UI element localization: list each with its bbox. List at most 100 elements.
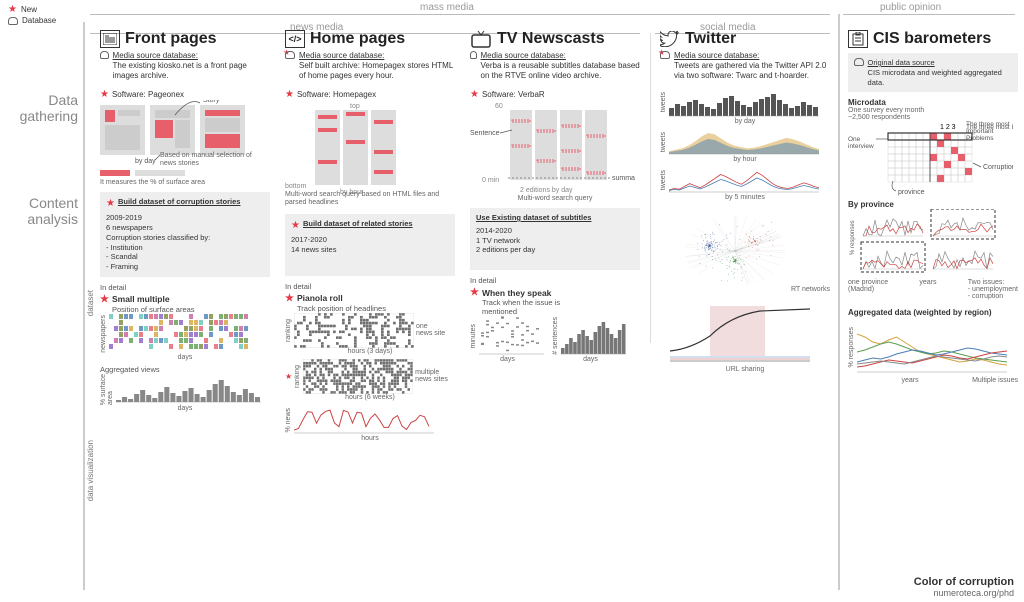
label-mass-media: mass media bbox=[420, 2, 474, 13]
tv-note6: Multi-word search query bbox=[470, 195, 640, 202]
cis-micro-desc: One survey every month ~2,500 respondent… bbox=[848, 107, 1018, 121]
home-viz3y: % news bbox=[285, 408, 292, 433]
footer-url: numeroteca.org/phd bbox=[914, 588, 1014, 598]
tv-indetail: In detail bbox=[470, 276, 640, 285]
svg-text:60: 60 bbox=[495, 103, 503, 110]
code-icon: </> bbox=[285, 30, 305, 48]
aggregated-bars-viz bbox=[116, 374, 261, 404]
cis-viz1x: years bbox=[919, 279, 936, 300]
cis-viz1n3: Two issues: - unemployment - corruption bbox=[968, 279, 1018, 300]
tw-y2: tweets bbox=[660, 132, 667, 152]
cis-viz1-title: By province bbox=[848, 200, 1018, 209]
star-icon: ★ bbox=[8, 4, 17, 15]
star-icon: ★ bbox=[106, 197, 115, 210]
tw-by5min-viz bbox=[669, 166, 819, 194]
database-icon bbox=[660, 51, 670, 59]
newspaper-icon bbox=[100, 30, 120, 48]
rt-network-viz bbox=[660, 211, 820, 296]
home-viz2x: hours (6 weeks) bbox=[285, 394, 455, 401]
home-viz1r: one news site bbox=[416, 323, 445, 337]
front-viz1-desc: Position of surface areas bbox=[112, 305, 270, 314]
tw-c1: by day bbox=[660, 118, 830, 125]
svg-text:province: province bbox=[898, 189, 925, 196]
svg-text:summary: summary bbox=[612, 175, 635, 182]
svg-text:top: top bbox=[350, 103, 360, 110]
front-viz1-xlabel: days bbox=[100, 354, 270, 361]
tw-viz2-label: URL sharing bbox=[660, 366, 830, 373]
tv-layout-sketch: 60 Sentence 0 min summary 2 editions by … bbox=[470, 100, 635, 195]
vline-opinion bbox=[838, 14, 840, 590]
front-dataset-box: ★Build dataset of corruption stories 200… bbox=[100, 192, 270, 277]
legend-db: Database bbox=[22, 15, 56, 26]
front-sw: ★Software: Pageonex bbox=[100, 89, 270, 100]
home-dataset-box: ★Build dataset of related stories 2017-2… bbox=[285, 214, 455, 276]
tv-viz1x: days bbox=[470, 356, 545, 363]
front-note4: It measures the % of surface area bbox=[100, 179, 270, 186]
svg-text:Sentence: Sentence bbox=[470, 130, 500, 137]
divider-opinion bbox=[843, 14, 1015, 15]
tv-viz1y: minutes bbox=[470, 324, 477, 349]
svg-text:by day: by day bbox=[135, 158, 156, 165]
front-viz1-title: ★Small multiple bbox=[100, 294, 270, 305]
small-multiple-viz bbox=[109, 314, 254, 354]
home-note4: Multi-word search query based on HTML fi… bbox=[285, 191, 455, 208]
tv-minutes-viz bbox=[479, 316, 544, 356]
legend: ★ New Database bbox=[8, 4, 56, 26]
tv-icon bbox=[470, 30, 492, 48]
twitter-icon bbox=[660, 31, 680, 47]
front-viz2-ylabel: % surface area bbox=[100, 374, 114, 405]
svg-text:0 min: 0 min bbox=[482, 177, 499, 184]
svg-text:2 editions by day: 2 editions by day bbox=[520, 187, 573, 194]
col-home-pages: </> Home pages ★ Media source database:S… bbox=[285, 22, 455, 442]
star-icon: ★ bbox=[285, 89, 294, 100]
tw-byday-viz bbox=[669, 86, 819, 118]
legend-new: New bbox=[21, 4, 37, 15]
pianola-viz-2 bbox=[303, 359, 413, 394]
front-indetail: In detail bbox=[100, 283, 270, 292]
home-indetail: In detail bbox=[285, 282, 455, 291]
tv-viz1-title: ★When they speak bbox=[470, 287, 640, 298]
database-icon bbox=[8, 17, 18, 25]
url-sharing-viz bbox=[660, 301, 820, 366]
star-icon: ★ bbox=[100, 89, 109, 100]
col-cis: CIS barometers Original data sourceCIS m… bbox=[848, 22, 1018, 384]
row-content-analysis: Content analysis bbox=[0, 195, 78, 227]
front-viz2-title: Aggregated views bbox=[100, 365, 270, 374]
cis-db: Original data sourceCIS microdata and we… bbox=[848, 53, 1018, 92]
tv-dataset-box: Use Existing dataset of subtitles 2014-2… bbox=[470, 208, 640, 270]
cis-grid-viz: 1 2 3 The three most Important Problems … bbox=[848, 121, 1013, 196]
home-viz1y: ranking bbox=[285, 319, 292, 342]
front-viz2-xlabel: days bbox=[100, 405, 270, 412]
svg-text:bottom: bottom bbox=[285, 183, 307, 190]
cis-micro: Microdata bbox=[848, 98, 1018, 107]
col-front-pages: Front pages Media source database:The ex… bbox=[100, 22, 270, 412]
tw-title: Twitter bbox=[660, 30, 830, 48]
cis-viz2x: years bbox=[901, 377, 918, 384]
col-twitter: Twitter ★ Media source database:Tweets a… bbox=[660, 22, 830, 373]
star-icon: ★ bbox=[470, 287, 479, 298]
front-note3: Based on manual selection of news storie… bbox=[160, 152, 270, 167]
tw-y1: tweets bbox=[660, 92, 667, 112]
divider-mass bbox=[90, 14, 830, 15]
star-icon: ★ bbox=[285, 293, 294, 304]
home-db: ★ Media source database:Self built archi… bbox=[285, 51, 455, 81]
footer-title: Color of corruption bbox=[914, 576, 1014, 588]
database-icon bbox=[100, 51, 109, 59]
vline-social bbox=[650, 33, 651, 343]
cis-viz2y: % responses bbox=[848, 327, 855, 367]
cis-viz2-title: Aggregated data (weighted by region) bbox=[848, 308, 1018, 317]
row-viz: data visualization bbox=[86, 440, 95, 501]
vline-left bbox=[83, 22, 85, 590]
home-layout-sketch: top bottom by hour bbox=[285, 100, 450, 195]
svg-text:1 2 3: 1 2 3 bbox=[940, 124, 956, 131]
home-title: </> Home pages bbox=[285, 30, 455, 48]
svg-text:% responses: % responses bbox=[850, 221, 856, 256]
star-icon: ★ bbox=[291, 219, 300, 232]
header: ★New Database mass media public opinion bbox=[0, 0, 1024, 22]
star-icon: ★ bbox=[100, 294, 109, 305]
row-dataset: dataset bbox=[86, 290, 95, 316]
database-icon bbox=[854, 58, 864, 66]
tw-db: ★ Media source database:Tweets are gathe… bbox=[660, 51, 830, 81]
tw-c3: by 5 minutes bbox=[660, 194, 830, 201]
tv-db: Media source database:Verba is a reusabl… bbox=[470, 51, 640, 81]
